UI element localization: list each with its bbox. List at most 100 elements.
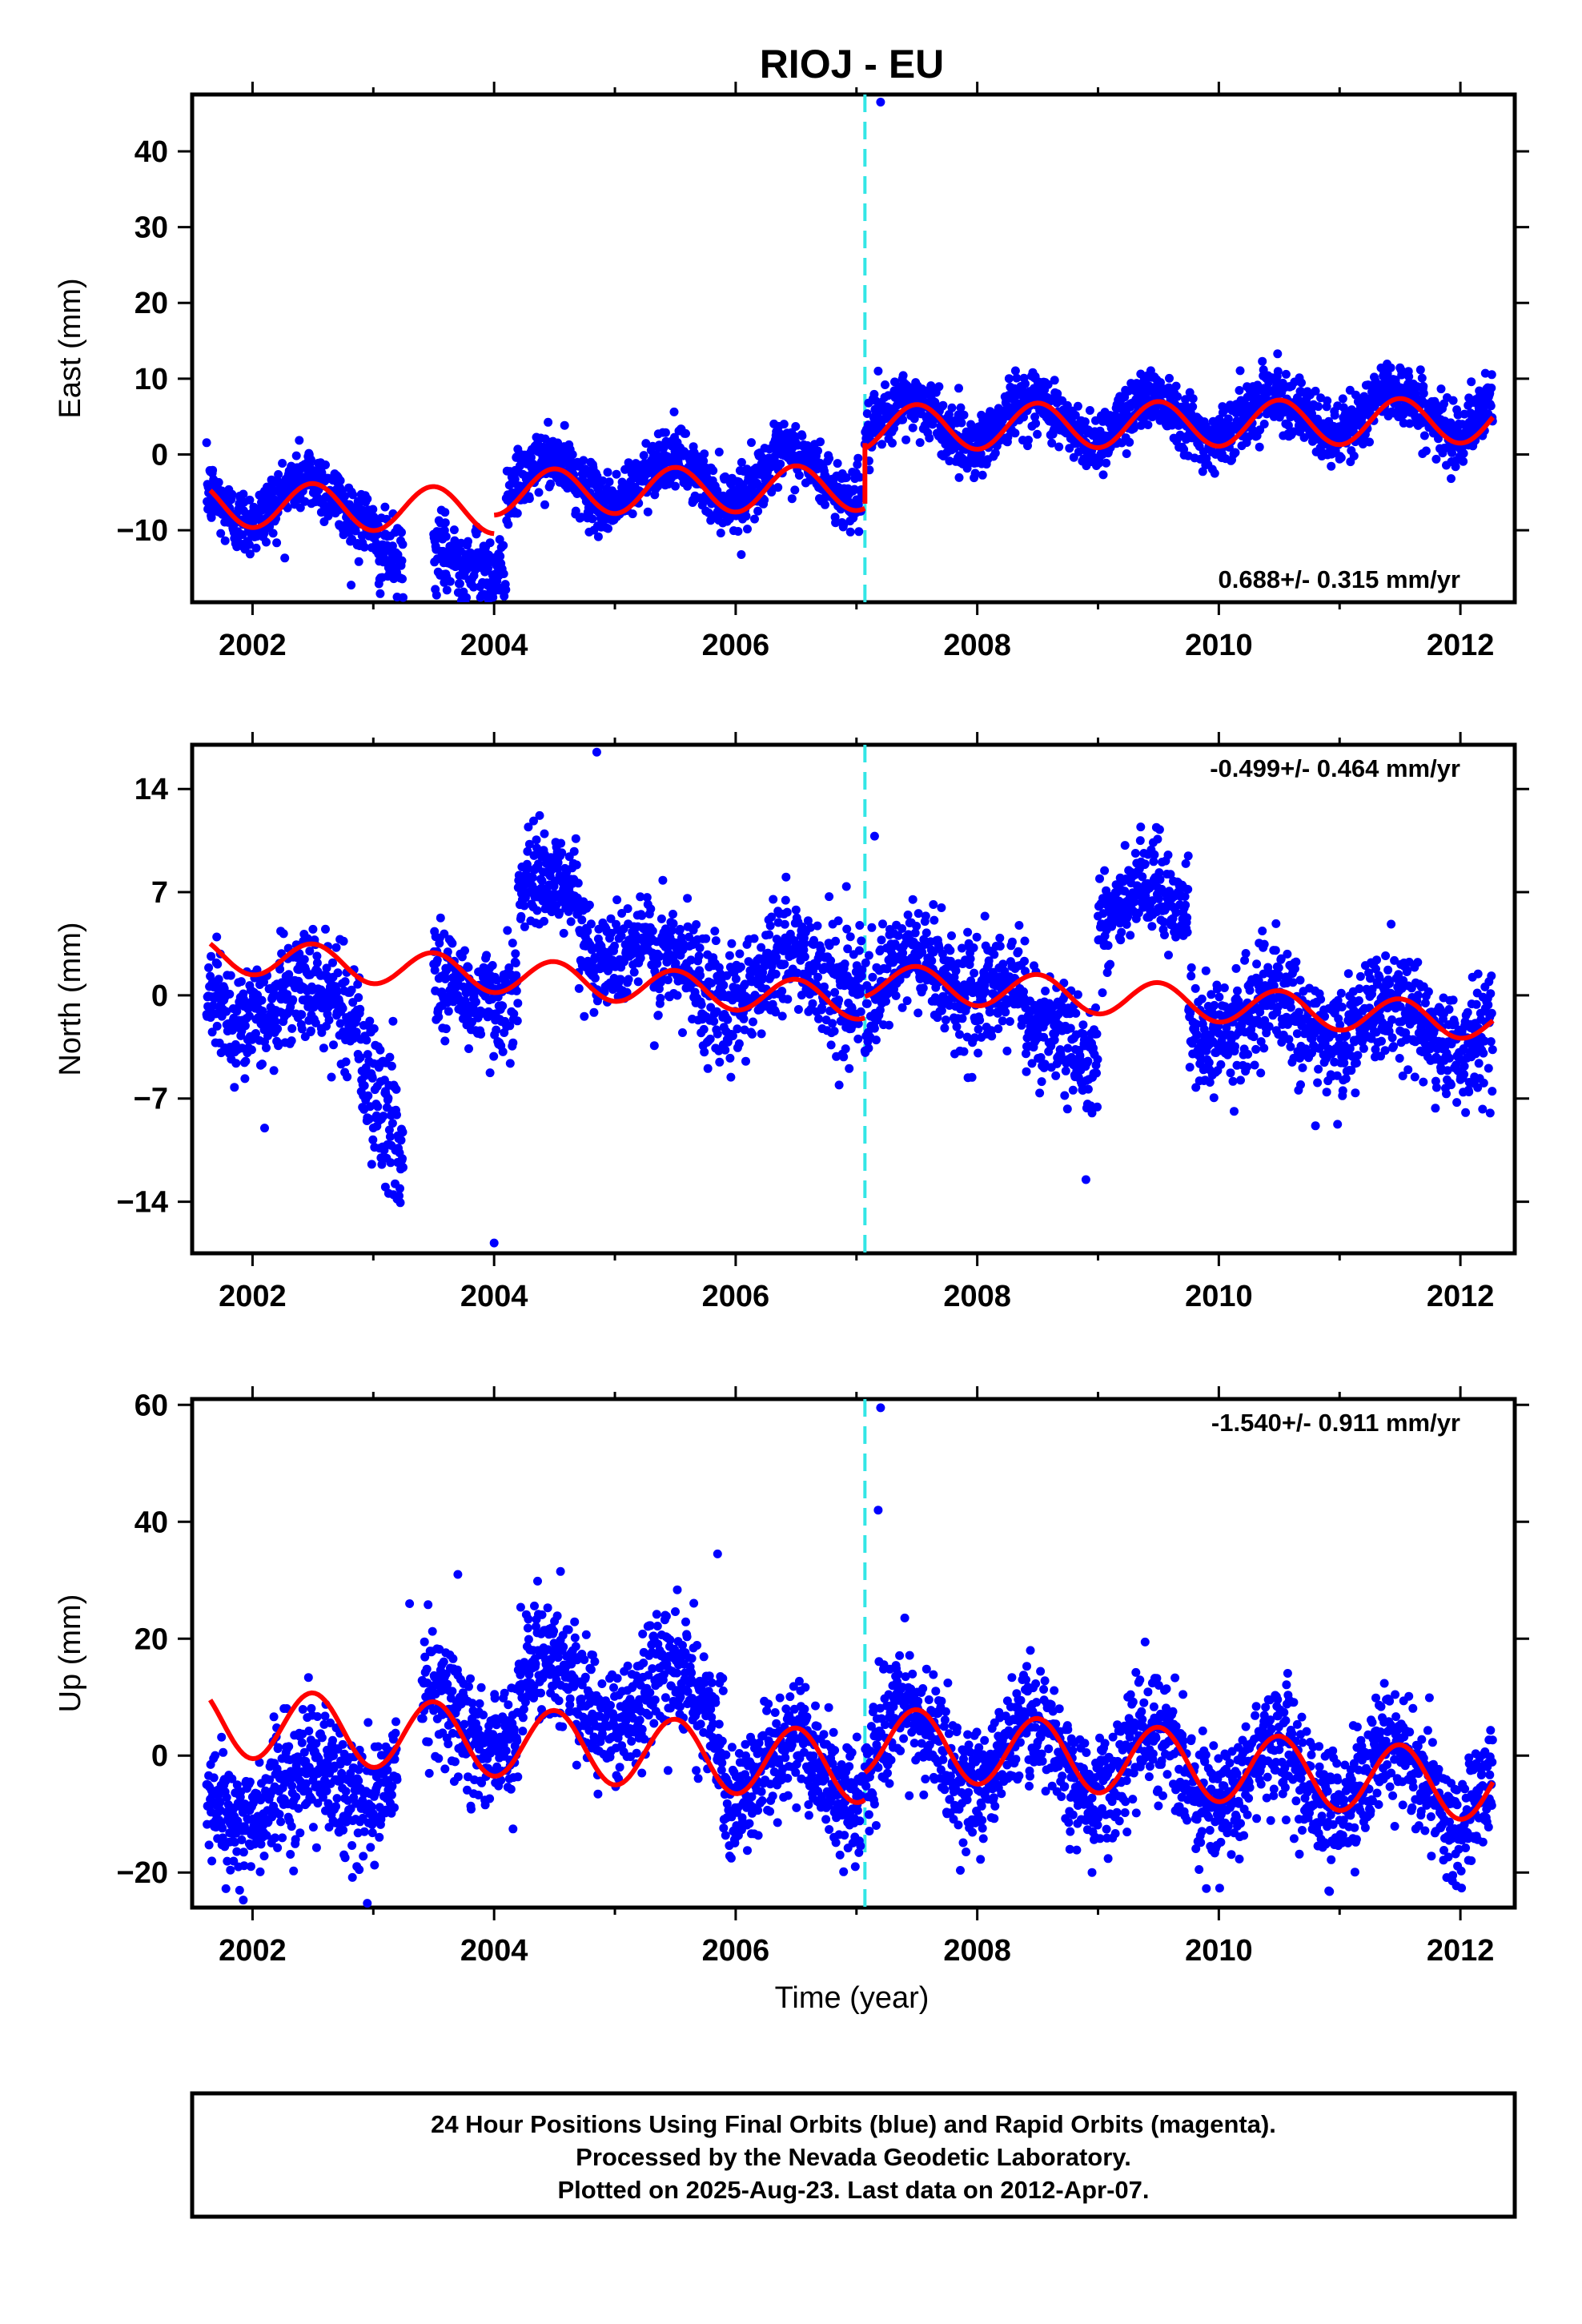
data-point (1311, 386, 1320, 396)
data-point (283, 990, 292, 999)
data-point (501, 585, 511, 594)
data-point (465, 608, 474, 617)
data-point (956, 403, 966, 412)
data-point (1419, 431, 1429, 440)
data-point (957, 418, 966, 428)
data-point (262, 537, 271, 547)
data-point (765, 921, 775, 931)
data-point (1043, 380, 1053, 389)
data-point (921, 928, 931, 938)
data-point (1336, 453, 1346, 463)
y-tick-label: 30 (135, 211, 168, 245)
data-point (713, 486, 722, 496)
data-point (748, 1029, 757, 1039)
data-point (908, 423, 917, 432)
data-point (442, 585, 452, 595)
data-point (642, 893, 652, 903)
data-point (516, 911, 526, 921)
data-point (214, 477, 223, 487)
data-point (918, 983, 928, 993)
data-point (845, 932, 855, 942)
data-point (440, 974, 450, 983)
data-point (526, 452, 536, 462)
data-point (845, 1063, 854, 1073)
data-point (258, 1059, 267, 1069)
data-point (476, 1029, 486, 1039)
data-point (1165, 373, 1174, 383)
data-point (726, 1072, 736, 1082)
data-point (359, 1081, 369, 1091)
data-point (867, 923, 877, 932)
data-point (569, 846, 579, 856)
data-point (893, 931, 903, 940)
data-point (1125, 437, 1134, 447)
data-point (1235, 386, 1244, 395)
data-point (572, 860, 581, 870)
data-point (257, 995, 267, 1005)
data-point (1050, 376, 1059, 385)
data-point (240, 1021, 250, 1031)
data-point (1314, 402, 1323, 412)
data-point (869, 1023, 879, 1033)
data-point (929, 900, 938, 909)
data-point (913, 909, 923, 919)
data-point (686, 955, 696, 965)
data-point (440, 508, 450, 517)
data-point (826, 1040, 836, 1050)
data-point (1486, 401, 1496, 411)
data-point (760, 495, 769, 505)
data-point (629, 967, 639, 977)
data-point (440, 1036, 450, 1046)
data-point (736, 962, 745, 971)
data-point (579, 456, 588, 465)
data-point (436, 913, 445, 923)
data-point (367, 1073, 377, 1083)
data-point (251, 1029, 260, 1038)
data-point (757, 943, 766, 952)
data-point (831, 936, 841, 946)
data-point (951, 966, 961, 975)
data-point (669, 919, 678, 928)
data-point (399, 1163, 408, 1172)
data-point (733, 527, 743, 536)
data-point (398, 1154, 407, 1164)
data-point (1021, 379, 1030, 388)
data-point (1404, 372, 1414, 381)
data-point (202, 438, 211, 448)
data-point (917, 947, 927, 957)
data-point (902, 996, 912, 1006)
data-point (930, 993, 940, 1003)
data-point (1421, 446, 1431, 456)
data-point (713, 1029, 722, 1039)
data-point (375, 1045, 385, 1055)
data-point (1098, 470, 1108, 480)
data-point (628, 509, 637, 519)
data-point (598, 476, 608, 485)
data-point (291, 451, 301, 460)
data-point (639, 451, 648, 460)
data-point (573, 879, 583, 888)
data-point (1235, 366, 1245, 376)
data-point (241, 1056, 251, 1066)
data-point (1102, 458, 1111, 468)
data-point (877, 440, 886, 449)
data-point (1143, 420, 1153, 429)
data-point (513, 999, 523, 1008)
data-point (1188, 394, 1198, 404)
data-point (343, 1072, 352, 1082)
data-point (820, 982, 829, 991)
data-point (857, 936, 866, 946)
data-point (840, 959, 849, 969)
data-point (555, 908, 564, 918)
data-point (207, 951, 216, 961)
data-point (216, 529, 226, 538)
data-point (836, 1016, 845, 1026)
data-point (388, 1016, 398, 1026)
data-point (913, 1008, 923, 1018)
data-point (1259, 420, 1269, 428)
data-point (1487, 384, 1496, 392)
data-point (335, 1019, 345, 1028)
data-point (959, 1047, 969, 1056)
data-point (341, 1057, 351, 1067)
east-panel: 2002 2004 2006 2008 2010 2012−10010203040East… (54, 82, 1529, 662)
